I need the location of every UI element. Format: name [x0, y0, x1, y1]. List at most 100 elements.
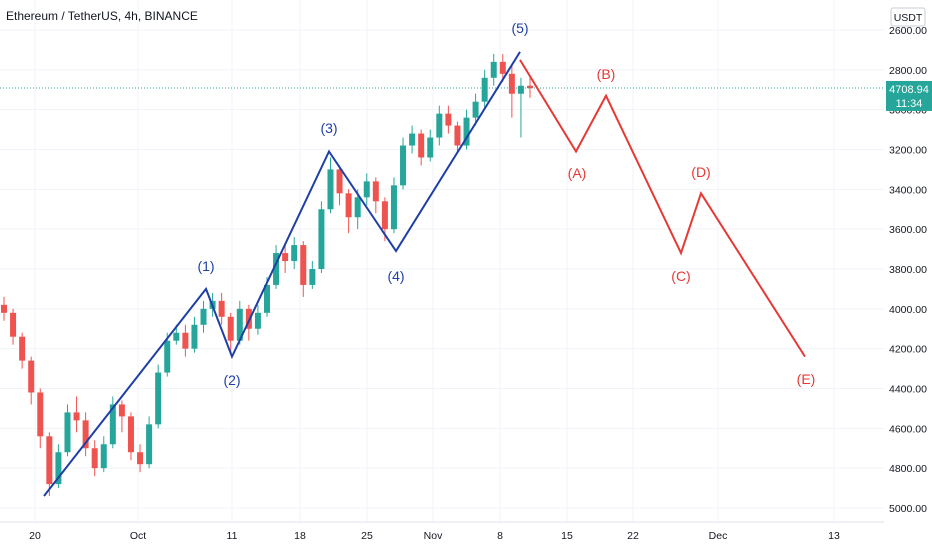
candle	[127, 416, 134, 453]
candle	[82, 420, 89, 449]
candle	[1, 304, 7, 313]
impulse-wave-label: (5)	[511, 20, 528, 36]
candle	[445, 113, 452, 126]
impulse-wave-label: (1)	[197, 258, 214, 274]
candle	[100, 444, 107, 469]
candle	[336, 169, 343, 194]
correction-wave-line[interactable]	[519, 59, 806, 358]
wave-labels: (1) (2) (3) (4) (5) (A) (B) (C) (D) (E)	[197, 20, 815, 388]
candle	[164, 340, 171, 373]
y-tick-label: 3600.00	[889, 224, 927, 236]
candle	[173, 332, 180, 341]
correction-wave-label: (B)	[597, 66, 616, 82]
candle	[137, 452, 144, 465]
candle	[254, 312, 261, 329]
candle	[436, 113, 443, 138]
impulse-wave-label: (3)	[320, 120, 337, 136]
candle	[28, 360, 35, 393]
candle	[508, 73, 515, 94]
x-tick-label: 22	[627, 530, 639, 542]
y-tick-label: 3800.00	[889, 264, 927, 276]
candle	[354, 197, 361, 218]
candle	[390, 185, 397, 230]
x-tick-label: 25	[361, 530, 373, 542]
candle	[400, 145, 407, 186]
time-axis-ticks: 20 Oct 11 18 25 Nov 8 15 22 Dec 13	[29, 530, 840, 542]
x-tick-label: 11	[227, 530, 238, 542]
candle	[490, 61, 497, 78]
grid	[0, 0, 884, 522]
y-tick-label: 3200.00	[889, 145, 927, 157]
candle	[227, 316, 234, 341]
time-axis[interactable]	[0, 522, 884, 550]
candle	[409, 133, 416, 146]
chart-title: Ethereum / TetherUS, 4h, BINANCE	[6, 9, 198, 23]
candle	[345, 193, 352, 218]
price-axis-ticks: 5000.00 4800.00 4600.00 4400.00 4200.00 4000.…	[889, 25, 927, 515]
candle	[109, 404, 116, 445]
countdown-timer: 11:34	[896, 98, 923, 110]
y-tick-label: 4800.00	[889, 463, 927, 475]
currency-label: USDT	[894, 12, 923, 24]
x-tick-label: 18	[294, 530, 306, 542]
y-tick-label: 2600.00	[889, 25, 927, 37]
candle	[282, 253, 289, 262]
candle	[64, 412, 71, 453]
x-tick-label: 20	[29, 530, 41, 542]
candle	[182, 332, 189, 349]
candle	[472, 101, 479, 118]
y-tick-label: 3400.00	[889, 184, 927, 196]
candle	[418, 133, 425, 158]
candle	[200, 308, 207, 325]
candle	[499, 61, 506, 74]
candle	[318, 209, 325, 269]
candle	[191, 324, 198, 349]
candle	[481, 77, 488, 102]
candle	[264, 284, 270, 313]
candle	[155, 372, 162, 425]
correction-wave-label: (A)	[568, 165, 587, 181]
current-price-value: 4708.94	[889, 84, 929, 96]
y-tick-label: 4200.00	[889, 344, 927, 356]
correction-wave-label: (E)	[797, 371, 816, 387]
candle	[381, 201, 388, 230]
candle	[427, 137, 434, 158]
x-tick-label: Dec	[709, 530, 728, 542]
x-tick-label: 8	[497, 530, 503, 542]
candle	[73, 412, 80, 421]
x-tick-label: 15	[561, 530, 573, 542]
correction-wave-label: (C)	[671, 268, 690, 284]
y-tick-label: 4400.00	[889, 384, 927, 396]
candle	[91, 448, 98, 469]
candle	[46, 436, 53, 485]
current-price-tag	[886, 80, 932, 111]
candle	[146, 424, 153, 465]
candle	[517, 85, 524, 94]
candle	[454, 125, 461, 146]
candle	[372, 181, 379, 202]
correction-wave-label: (D)	[691, 164, 710, 180]
x-tick-label: Nov	[424, 530, 443, 542]
candle	[363, 181, 370, 198]
impulse-wave-label: (2)	[223, 372, 240, 388]
y-tick-label: 2800.00	[889, 65, 927, 77]
y-tick-label: 4600.00	[889, 423, 927, 435]
impulse-wave-line[interactable]	[43, 51, 521, 497]
candle	[118, 404, 125, 417]
candle	[527, 85, 533, 89]
candle	[273, 253, 280, 285]
candle	[291, 245, 298, 262]
candle	[10, 312, 17, 337]
candle	[19, 336, 26, 361]
candle	[236, 308, 243, 341]
candle	[218, 300, 225, 317]
candle	[300, 245, 307, 285]
y-tick-label: 5000.00	[889, 503, 927, 515]
impulse-wave-label: (4)	[387, 268, 404, 284]
candle	[327, 169, 334, 210]
candle	[37, 392, 44, 437]
currency-box[interactable]	[890, 7, 926, 27]
candle	[309, 269, 316, 285]
candles	[1, 53, 533, 497]
